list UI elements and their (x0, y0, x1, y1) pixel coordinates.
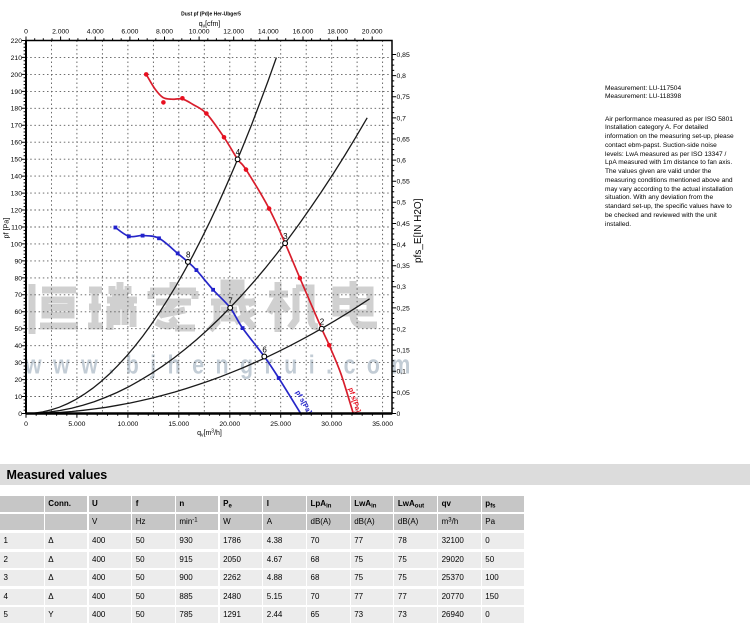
svg-text:14.000: 14.000 (258, 29, 279, 36)
svg-text:0,05: 0,05 (397, 390, 410, 397)
svg-text:8: 8 (186, 251, 191, 260)
svg-text:0,7: 0,7 (397, 115, 407, 122)
svg-text:0,5: 0,5 (397, 200, 407, 207)
svg-text:25.000: 25.000 (270, 421, 291, 428)
svg-text:10.000: 10.000 (189, 29, 210, 36)
svg-text:200: 200 (11, 72, 23, 79)
svg-text:3: 3 (283, 232, 288, 241)
svg-text:0,2: 0,2 (397, 326, 407, 333)
svg-text:8.000: 8.000 (156, 29, 173, 36)
svg-text:80: 80 (14, 275, 22, 282)
svg-text:170: 170 (11, 123, 23, 130)
svg-text:180: 180 (11, 106, 23, 113)
svg-text:5.000: 5.000 (68, 421, 85, 428)
svg-text:0,6: 0,6 (397, 158, 407, 165)
svg-text:0,55: 0,55 (397, 179, 410, 186)
svg-text:0,25: 0,25 (397, 305, 410, 312)
svg-text:0: 0 (24, 421, 28, 428)
svg-text:70: 70 (14, 292, 22, 299)
svg-text:0,4: 0,4 (397, 242, 407, 249)
svg-text:7: 7 (228, 297, 233, 306)
svg-text:110: 110 (11, 224, 22, 231)
svg-text:0,75: 0,75 (397, 94, 410, 101)
svg-text:50: 50 (14, 326, 22, 333)
svg-text:qv[cfm]: qv[cfm] (199, 21, 221, 30)
svg-text:130: 130 (11, 191, 23, 198)
svg-text:150: 150 (11, 157, 23, 164)
svg-text:0,45: 0,45 (397, 221, 410, 228)
svg-text:60: 60 (14, 309, 22, 316)
svg-text:0: 0 (24, 29, 28, 36)
svg-text:140: 140 (11, 174, 23, 181)
svg-text:18.000: 18.000 (327, 29, 348, 36)
svg-text:0,15: 0,15 (397, 348, 410, 355)
svg-text:6.000: 6.000 (121, 29, 138, 36)
svg-text:0,85: 0,85 (397, 52, 410, 59)
svg-text:210: 210 (11, 55, 23, 62)
svg-text:100: 100 (11, 241, 23, 248)
svg-text:4: 4 (236, 148, 241, 157)
svg-text:0: 0 (397, 411, 401, 418)
svg-text:16.000: 16.000 (293, 29, 314, 36)
svg-text:pf [Pa]: pf [Pa] (2, 218, 11, 239)
svg-text:10.000: 10.000 (118, 421, 139, 428)
svg-text:2: 2 (320, 318, 325, 327)
svg-text:0,8: 0,8 (397, 73, 407, 80)
svg-text:30.000: 30.000 (321, 421, 342, 428)
svg-text:20.000: 20.000 (362, 29, 383, 36)
svg-text:qv[m3/h]: qv[m3/h] (197, 429, 222, 439)
svg-text:20.000: 20.000 (219, 421, 240, 428)
svg-text:120: 120 (11, 207, 23, 214)
svg-text:30: 30 (14, 360, 22, 367)
svg-text:0,35: 0,35 (397, 263, 410, 270)
svg-text:10: 10 (14, 394, 22, 401)
svg-text:190: 190 (11, 89, 23, 96)
svg-text:15.000: 15.000 (168, 421, 189, 428)
svg-text:160: 160 (11, 140, 23, 147)
svg-text:pfs_E[IN H2O]: pfs_E[IN H2O] (413, 198, 424, 263)
svg-text:220: 220 (11, 38, 23, 45)
svg-text:Dust pf (Pd)e Her-Ubger5: Dust pf (Pd)e Her-Ubger5 (181, 12, 241, 18)
svg-text:6: 6 (262, 345, 267, 354)
svg-text:www.bjhengrui.com: www.bjhengrui.com (24, 351, 422, 381)
svg-text:12.000: 12.000 (223, 29, 244, 36)
svg-text:0,65: 0,65 (397, 136, 410, 143)
svg-text:20: 20 (14, 377, 22, 384)
svg-text:pf s[Pa]: pf s[Pa] (294, 390, 313, 416)
svg-text:35.000: 35.000 (372, 421, 393, 428)
svg-text:40: 40 (14, 343, 22, 350)
svg-text:0,3: 0,3 (397, 284, 407, 291)
svg-text:0,1: 0,1 (397, 369, 407, 376)
svg-text:2.000: 2.000 (52, 29, 69, 36)
svg-text:4.000: 4.000 (87, 29, 104, 36)
svg-text:0: 0 (18, 411, 22, 418)
svg-text:90: 90 (14, 258, 22, 265)
